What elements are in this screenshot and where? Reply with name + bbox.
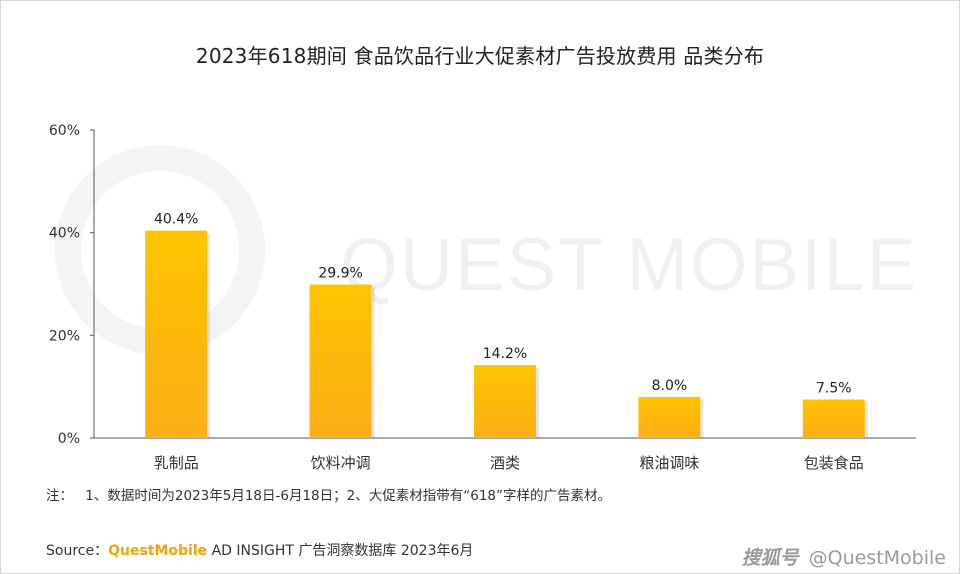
x-tick-label: 乳制品 (154, 454, 199, 472)
footnote: 注： 1、数据时间为2023年5月18日-6月18日；2、大促素材指带有“618… (46, 484, 611, 504)
y-tick-label: 60% (49, 123, 80, 139)
bar-value-label: 29.9% (318, 266, 362, 282)
bar-value-label: 8.0% (652, 378, 688, 394)
watermark-text: QUEST MOBILE (340, 223, 918, 306)
source-line: Source：QuestMobile AD INSIGHT 广告洞察数据库 20… (46, 540, 473, 560)
bar (802, 399, 865, 438)
x-tick-label: 粮油调味 (639, 454, 699, 472)
bar-value-label: 14.2% (483, 346, 527, 362)
y-tick-label: 20% (49, 328, 80, 344)
bottom-watermark-a: 搜狐号 (741, 547, 799, 569)
footnote-label: 注： (46, 488, 73, 504)
x-tick-label: 包装食品 (804, 454, 864, 472)
bar-value-label: 40.4% (154, 212, 198, 228)
y-tick-label: 40% (49, 226, 80, 242)
bar (145, 230, 208, 438)
x-tick-label: 饮料冲调 (311, 454, 371, 472)
bottom-watermark: 搜狐号 @QuestMobile (742, 543, 946, 570)
footnote-text: 1、数据时间为2023年5月18日-6月18日；2、大促素材指带有“618”字样… (85, 488, 611, 504)
source-rest: AD INSIGHT 广告洞察数据库 2023年6月 (207, 543, 474, 559)
chart-title: 2023年618期间 食品饮品行业大促素材广告投放费用 品类分布 (195, 44, 765, 68)
bar (309, 284, 372, 438)
source-brand: QuestMobile (108, 543, 208, 559)
bottom-watermark-b: @QuestMobile (808, 547, 946, 569)
source-label: Source： (46, 543, 109, 559)
bar-value-label: 7.5% (816, 381, 852, 397)
bar (474, 365, 536, 438)
x-tick-label: 酒类 (490, 454, 520, 472)
bar (638, 396, 701, 438)
y-tick-label: 0% (58, 431, 80, 447)
